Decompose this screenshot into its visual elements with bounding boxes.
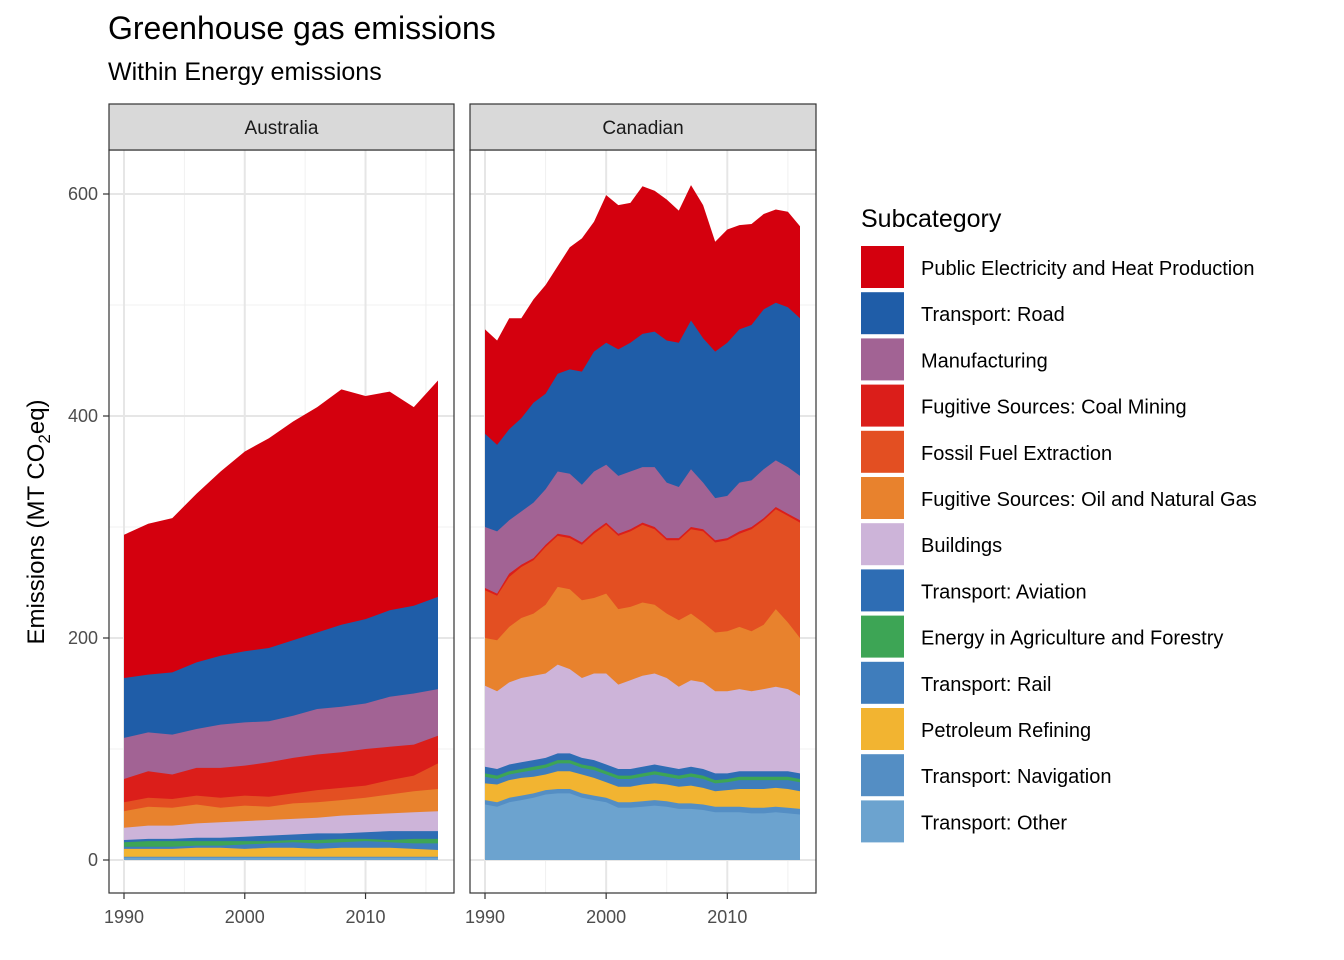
legend-label: Petroleum Refining <box>921 720 1091 742</box>
legend-key <box>861 292 904 335</box>
legend-label: Energy in Agriculture and Forestry <box>921 628 1223 650</box>
area-transport-other <box>124 857 438 860</box>
legend-label: Buildings <box>921 535 1002 557</box>
legend-label: Fossil Fuel Extraction <box>921 443 1112 465</box>
x-tick-label: 2000 <box>586 907 626 927</box>
legend-label: Manufacturing <box>921 350 1048 372</box>
legend-label: Transport: Navigation <box>921 766 1111 788</box>
legend-label: Public Electricity and Heat Production <box>921 258 1255 280</box>
area-transport-other <box>485 793 800 860</box>
legend-title: Subcategory <box>861 205 1002 233</box>
y-tick-label: 600 <box>68 184 98 204</box>
legend-label: Transport: Road <box>921 304 1065 326</box>
facet-strip <box>108 103 455 151</box>
legend-key <box>861 569 904 612</box>
legend-key <box>861 246 904 288</box>
legend-key <box>861 800 904 843</box>
legend-label: Transport: Aviation <box>921 581 1087 603</box>
facet-strip-label: Canadian <box>602 118 683 139</box>
facet-strip <box>469 103 817 151</box>
facet-strip-label: Australia <box>245 118 319 139</box>
legend-key <box>861 661 904 704</box>
legend-label: Fugitive Sources: Oil and Natural Gas <box>921 489 1257 511</box>
legend-key <box>861 384 904 427</box>
legend-key <box>861 477 904 519</box>
y-axis-label: Emissions (MT CO2eq) <box>23 399 54 644</box>
x-tick-label: 1990 <box>104 907 144 927</box>
x-tick-label: 2000 <box>225 907 265 927</box>
legend-key <box>861 754 904 797</box>
y-tick-label: 0 <box>88 850 98 870</box>
chart-title: Greenhouse gas emissions <box>108 10 496 46</box>
y-tick-label: 400 <box>68 406 98 426</box>
x-tick-label: 1990 <box>465 907 505 927</box>
legend-label: Fugitive Sources: Coal Mining <box>921 397 1187 419</box>
x-tick-label: 2010 <box>346 907 386 927</box>
y-tick-label: 200 <box>68 628 98 648</box>
legend-key <box>861 430 904 473</box>
chart-subtitle: Within Energy emissions <box>108 58 382 86</box>
legend-key <box>861 338 904 381</box>
legend-key <box>861 708 904 750</box>
legend-key <box>861 523 904 566</box>
legend-label: Transport: Other <box>921 812 1067 834</box>
x-tick-label: 2010 <box>707 907 747 927</box>
legend-label: Transport: Rail <box>921 674 1051 696</box>
legend-key <box>861 615 904 658</box>
